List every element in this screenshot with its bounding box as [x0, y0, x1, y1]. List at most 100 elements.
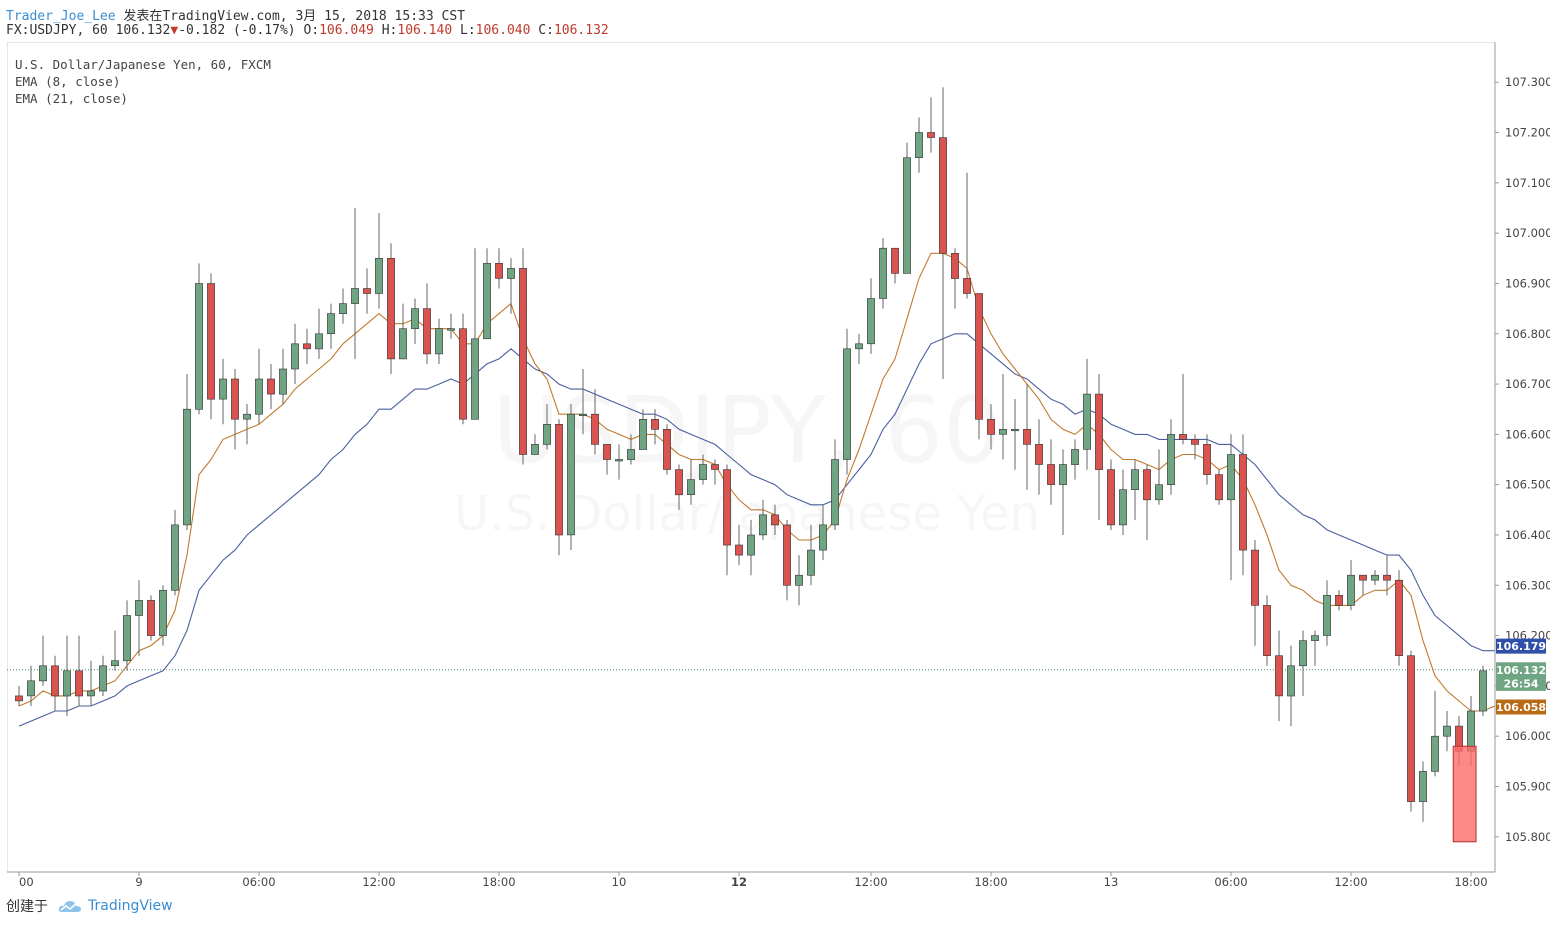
candle — [1179, 374, 1187, 445]
candle-body — [795, 574, 803, 586]
candle — [279, 348, 287, 405]
candle — [207, 273, 215, 420]
candle-body — [219, 378, 227, 400]
candle-body — [1059, 464, 1067, 485]
candle — [1347, 560, 1355, 611]
candle — [51, 655, 59, 712]
price-tag-bg — [1496, 638, 1546, 654]
candle-body — [759, 514, 767, 536]
open-label: O: — [303, 23, 320, 38]
y-tick-label: 106.900 — [1505, 276, 1550, 290]
candle — [1035, 419, 1043, 495]
y-tick-label: 106.800 — [1505, 327, 1550, 341]
x-tick-label: 10 — [612, 875, 627, 889]
candle-body — [1227, 454, 1235, 501]
candle — [1095, 374, 1103, 520]
highlight-box — [1452, 745, 1477, 843]
tradingview-link[interactable]: TradingView — [58, 898, 173, 914]
candle-body — [1407, 655, 1415, 802]
close-label: C: — [538, 23, 554, 38]
candle-body — [1299, 640, 1307, 667]
candle-body — [771, 514, 779, 526]
x-tick-label: 12:00 — [1334, 875, 1367, 889]
candle-body — [1155, 484, 1163, 501]
candle-body — [27, 680, 35, 697]
candle — [1431, 690, 1439, 777]
candle — [1083, 358, 1091, 470]
candle — [783, 519, 791, 601]
candle — [1155, 449, 1163, 505]
candle — [135, 580, 143, 656]
time-axis[interactable]: 00 9 06:00 12:00 18:00 10 12 12:00 18:00 13 06:00 1… — [7, 871, 1550, 889]
candle-body — [807, 549, 815, 576]
price-tag-text: 106.179 — [1496, 640, 1546, 653]
highlight-rect[interactable] — [1452, 745, 1477, 843]
legend: U.S. Dollar/Japanese Yen, 60, FXCM EMA (… — [15, 56, 271, 107]
candle-body — [507, 268, 515, 279]
candle-body — [87, 690, 95, 697]
candle — [1263, 595, 1271, 666]
candle-body — [471, 338, 479, 420]
watermark-name: U.S. Dollar/Japanese Yen — [454, 486, 1040, 542]
candle — [795, 555, 803, 606]
price-change: -0.182 (-0.17%) — [178, 23, 296, 38]
candle-body — [159, 589, 167, 636]
tradingview-brand: TradingView — [88, 898, 173, 914]
y-tick-label: 106.000 — [1505, 729, 1550, 743]
published-info: 发表在TradingView.com, 3月 15, 2018 15:33 CS… — [123, 9, 465, 24]
legend-ema21: EMA (21, close) — [15, 91, 128, 106]
candle-body — [423, 308, 431, 355]
candle-body — [495, 263, 503, 279]
author-link[interactable]: Trader_Joe_Lee — [6, 9, 116, 24]
candle — [1023, 384, 1031, 490]
candle — [663, 424, 671, 475]
candle — [471, 248, 479, 420]
close-value: 106.132 — [553, 23, 609, 38]
x-tick-label: 06:00 — [1214, 875, 1247, 889]
candle — [699, 454, 707, 485]
candle — [1119, 469, 1127, 535]
candle — [615, 444, 623, 480]
candle — [435, 318, 443, 364]
candle — [987, 404, 995, 450]
candle-body — [891, 247, 899, 274]
price-tag-bg — [1496, 675, 1546, 691]
candle — [459, 313, 467, 425]
candle-body — [363, 288, 371, 294]
candle-body — [1083, 393, 1091, 450]
candle-body — [711, 464, 719, 470]
price-tag-text: 26:54 — [1503, 677, 1538, 690]
price-tag-bg — [1496, 699, 1546, 715]
candle — [915, 117, 923, 173]
candle-body — [123, 615, 131, 662]
candle-body — [1263, 605, 1271, 657]
candle — [39, 635, 47, 686]
x-tick-label: 13 — [1104, 875, 1119, 889]
candle — [963, 172, 971, 299]
candle-body — [1119, 489, 1127, 526]
candle — [639, 409, 647, 450]
candle-body — [411, 308, 419, 330]
candlestick-chart[interactable]: USDJPY, 60 U.S. Dollar/Japanese Yen 107.… — [6, 41, 1553, 890]
price-axis[interactable]: 107.300 107.200 107.100 107.000 106.900 106.8… — [1494, 42, 1553, 872]
candle — [1047, 439, 1055, 505]
ema-lines — [18, 252, 1496, 727]
candle — [123, 600, 131, 671]
candle — [27, 665, 35, 706]
candle — [1143, 464, 1151, 540]
chart-area[interactable]: USDJPY, 60 U.S. Dollar/Japanese Yen 107.… — [6, 41, 1553, 890]
y-tick-label: 105.800 — [1505, 830, 1550, 844]
candle — [15, 685, 23, 706]
candle — [363, 268, 371, 314]
candle-body — [783, 524, 791, 586]
candle — [99, 655, 107, 696]
price-tag: 106.179 — [1496, 638, 1546, 654]
candle — [507, 258, 515, 314]
candle — [183, 374, 191, 530]
candle-body — [543, 423, 551, 445]
y-tick-label: 106.700 — [1505, 377, 1550, 391]
candle-body — [1143, 469, 1151, 501]
candle — [531, 434, 539, 455]
candle-body — [231, 378, 239, 420]
candle — [423, 283, 431, 364]
